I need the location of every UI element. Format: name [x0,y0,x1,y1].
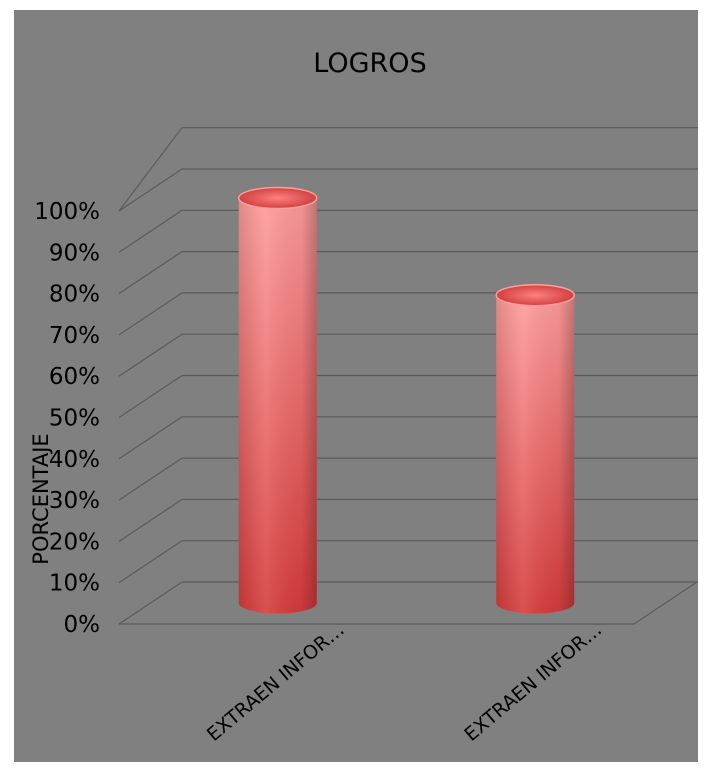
y-axis-ticks: 0% 10% 20% 30% 40% 50% 60% 70% 80% 90% 100% [34,199,100,638]
y-tick-label: 0% [64,612,101,638]
y-tick-label: 10% [49,571,100,597]
gridline-diagonal [118,375,183,418]
chart-title: LOGROS [313,48,426,79]
y-tick-label: 70% [49,323,100,349]
chart-area: LOGROS 0% 10% 20% 30% 40% 50% 60% 70% 80% 90% 100%… [14,10,698,762]
gridline-diagonal [118,127,183,212]
floor-side-edge [633,581,698,625]
gridline-diagonal [118,292,183,336]
bar-chart: LOGROS 0% 10% 20% 30% 40% 50% 60% 70% 80% 90% 100%… [29,48,698,746]
bar [238,186,318,614]
bar-top-cap [495,283,575,307]
bars [238,186,575,614]
y-tick-label: 80% [49,282,100,308]
y-tick-label: 90% [49,240,100,266]
gridline-diagonal [118,457,183,501]
gridline-diagonal [118,581,183,625]
gridline-diagonal [118,209,183,253]
y-tick-label: 100% [34,199,100,225]
gridline-diagonal [118,498,183,542]
x-tick-label: EXTRAEN INFOR… [460,618,606,745]
bar [495,283,575,614]
gridlines [118,127,698,625]
y-axis-label: PORCENTAJE [29,433,53,564]
gridline-diagonal [118,168,183,212]
x-tick-label: EXTRAEN INFOR… [203,618,349,745]
y-tick-label: 20% [49,529,100,555]
gridline-diagonal [118,251,183,295]
gridline-diagonal [118,416,183,460]
y-tick-label: 60% [49,364,100,390]
gridline-diagonal [118,333,183,377]
y-tick-label: 40% [49,447,100,473]
y-tick-label: 50% [49,406,100,432]
x-axis-categories: EXTRAEN INFOR… EXTRAEN INFOR… [203,618,606,745]
y-tick-label: 30% [49,488,100,514]
gridline-diagonal [118,540,183,584]
bar-top-cap [238,186,318,210]
